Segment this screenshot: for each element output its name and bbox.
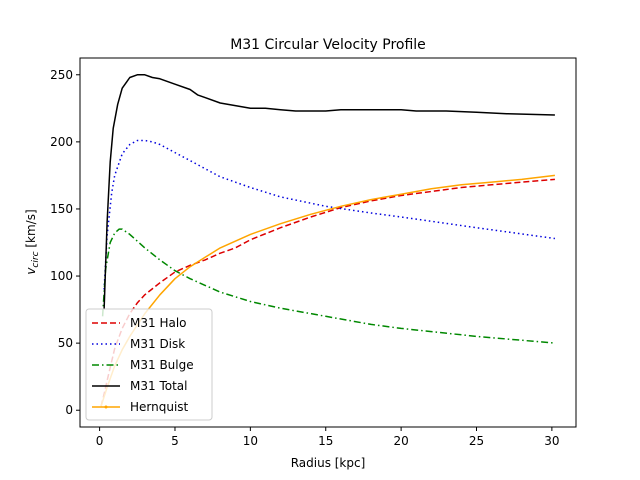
series-line-m31-disk — [103, 139, 556, 290]
x-tick-label: 0 — [96, 434, 104, 448]
chart-title: M31 Circular Velocity Profile — [230, 37, 426, 53]
x-tick-label: 5 — [171, 434, 179, 448]
y-axis-label: vcirc [km/s] — [24, 209, 41, 274]
y-axis-label-main: v — [24, 267, 38, 275]
y-tick-label: 150 — [50, 202, 73, 216]
x-tick-label: 20 — [393, 434, 408, 448]
y-tick-label: 200 — [50, 135, 73, 149]
plot-frame — [79, 57, 577, 428]
legend-marker-hernquist — [104, 405, 108, 409]
y-axis-label-unit: [km/s] — [24, 209, 38, 251]
legend-box — [85, 308, 213, 421]
x-tick-label: 30 — [544, 434, 559, 448]
legend-label-m31-disk: M31 Disk — [130, 337, 185, 351]
series-line-m31-total — [103, 74, 555, 310]
x-tick-label: 10 — [243, 434, 258, 448]
x-tick-label: 15 — [318, 434, 333, 448]
x-axis: 0 5 10 15 20 25 30 — [96, 427, 560, 448]
series-line-m31-bulge — [101, 228, 555, 344]
x-tick-label: 25 — [469, 434, 484, 448]
y-tick-label: 100 — [50, 269, 73, 283]
y-tick-label: 250 — [50, 68, 73, 82]
y-axis-label-sub: circ — [31, 251, 41, 267]
series-line-m31-halo — [100, 178, 555, 407]
y-tick-label: 50 — [58, 336, 73, 350]
y-tick-label: 0 — [65, 403, 73, 417]
y-axis: 0 50 100 150 200 250 — [50, 68, 80, 417]
legend: M31 Halo M31 Disk M31 Bulge M31 Total Hernqu… — [85, 308, 213, 421]
legend-label-m31-bulge: M31 Bulge — [130, 358, 194, 372]
legend-label-m31-total: M31 Total — [130, 379, 187, 393]
x-axis-label: Radius [kpc] — [291, 456, 366, 470]
legend-label-hernquist: Hernquist — [130, 400, 189, 414]
legend-label-m31-halo: M31 Halo — [130, 316, 187, 330]
